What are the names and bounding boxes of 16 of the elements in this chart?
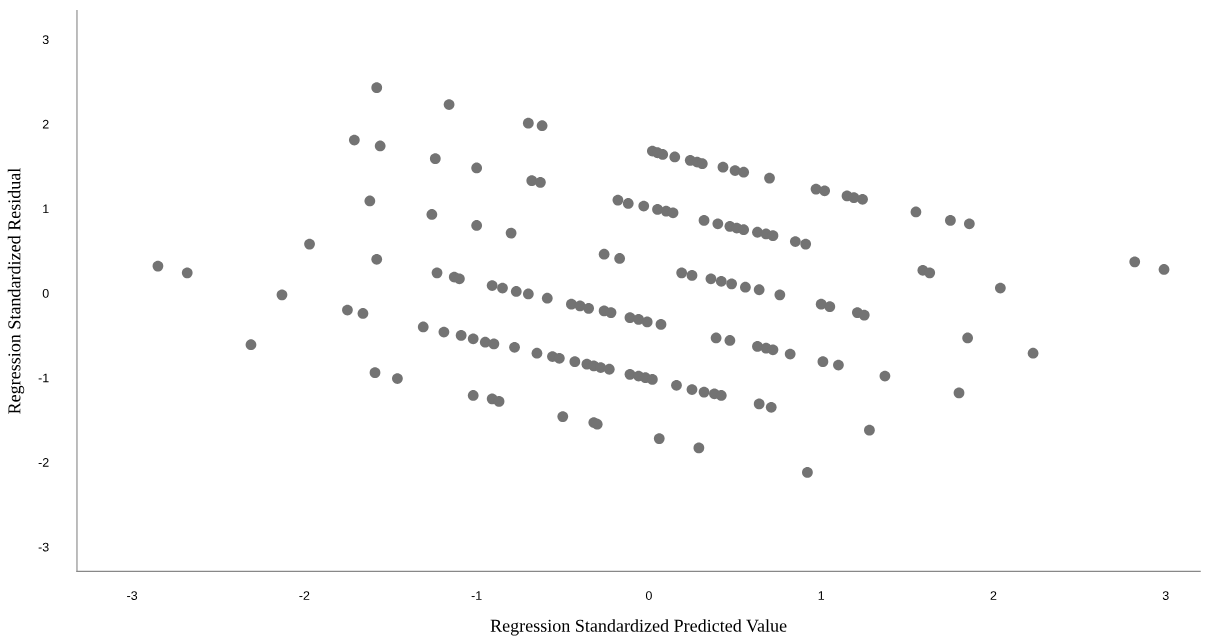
x-tick-label: 3: [1162, 591, 1169, 600]
y-tick-label: -3: [38, 542, 49, 552]
y-tick-label: 3: [42, 35, 49, 45]
y-tick-label: 1: [43, 204, 49, 214]
y-tick-label: 2: [42, 119, 49, 129]
y-tick-label: 0: [42, 288, 49, 298]
x-tick-label: 0: [645, 591, 652, 600]
y-axis-title: Regression Standardized Residual: [7, 168, 25, 414]
x-tick-label: -2: [299, 591, 310, 600]
x-tick-label: 2: [990, 591, 997, 600]
x-tick-label: -1: [471, 591, 482, 600]
y-tick-label: -2: [38, 458, 49, 467]
x-tick-label: 1: [818, 591, 825, 600]
x-axis-title: Regression Standardized Predicted Value: [490, 619, 787, 636]
y-tick-label: -1: [38, 373, 49, 383]
x-tick-label: -3: [127, 591, 138, 600]
